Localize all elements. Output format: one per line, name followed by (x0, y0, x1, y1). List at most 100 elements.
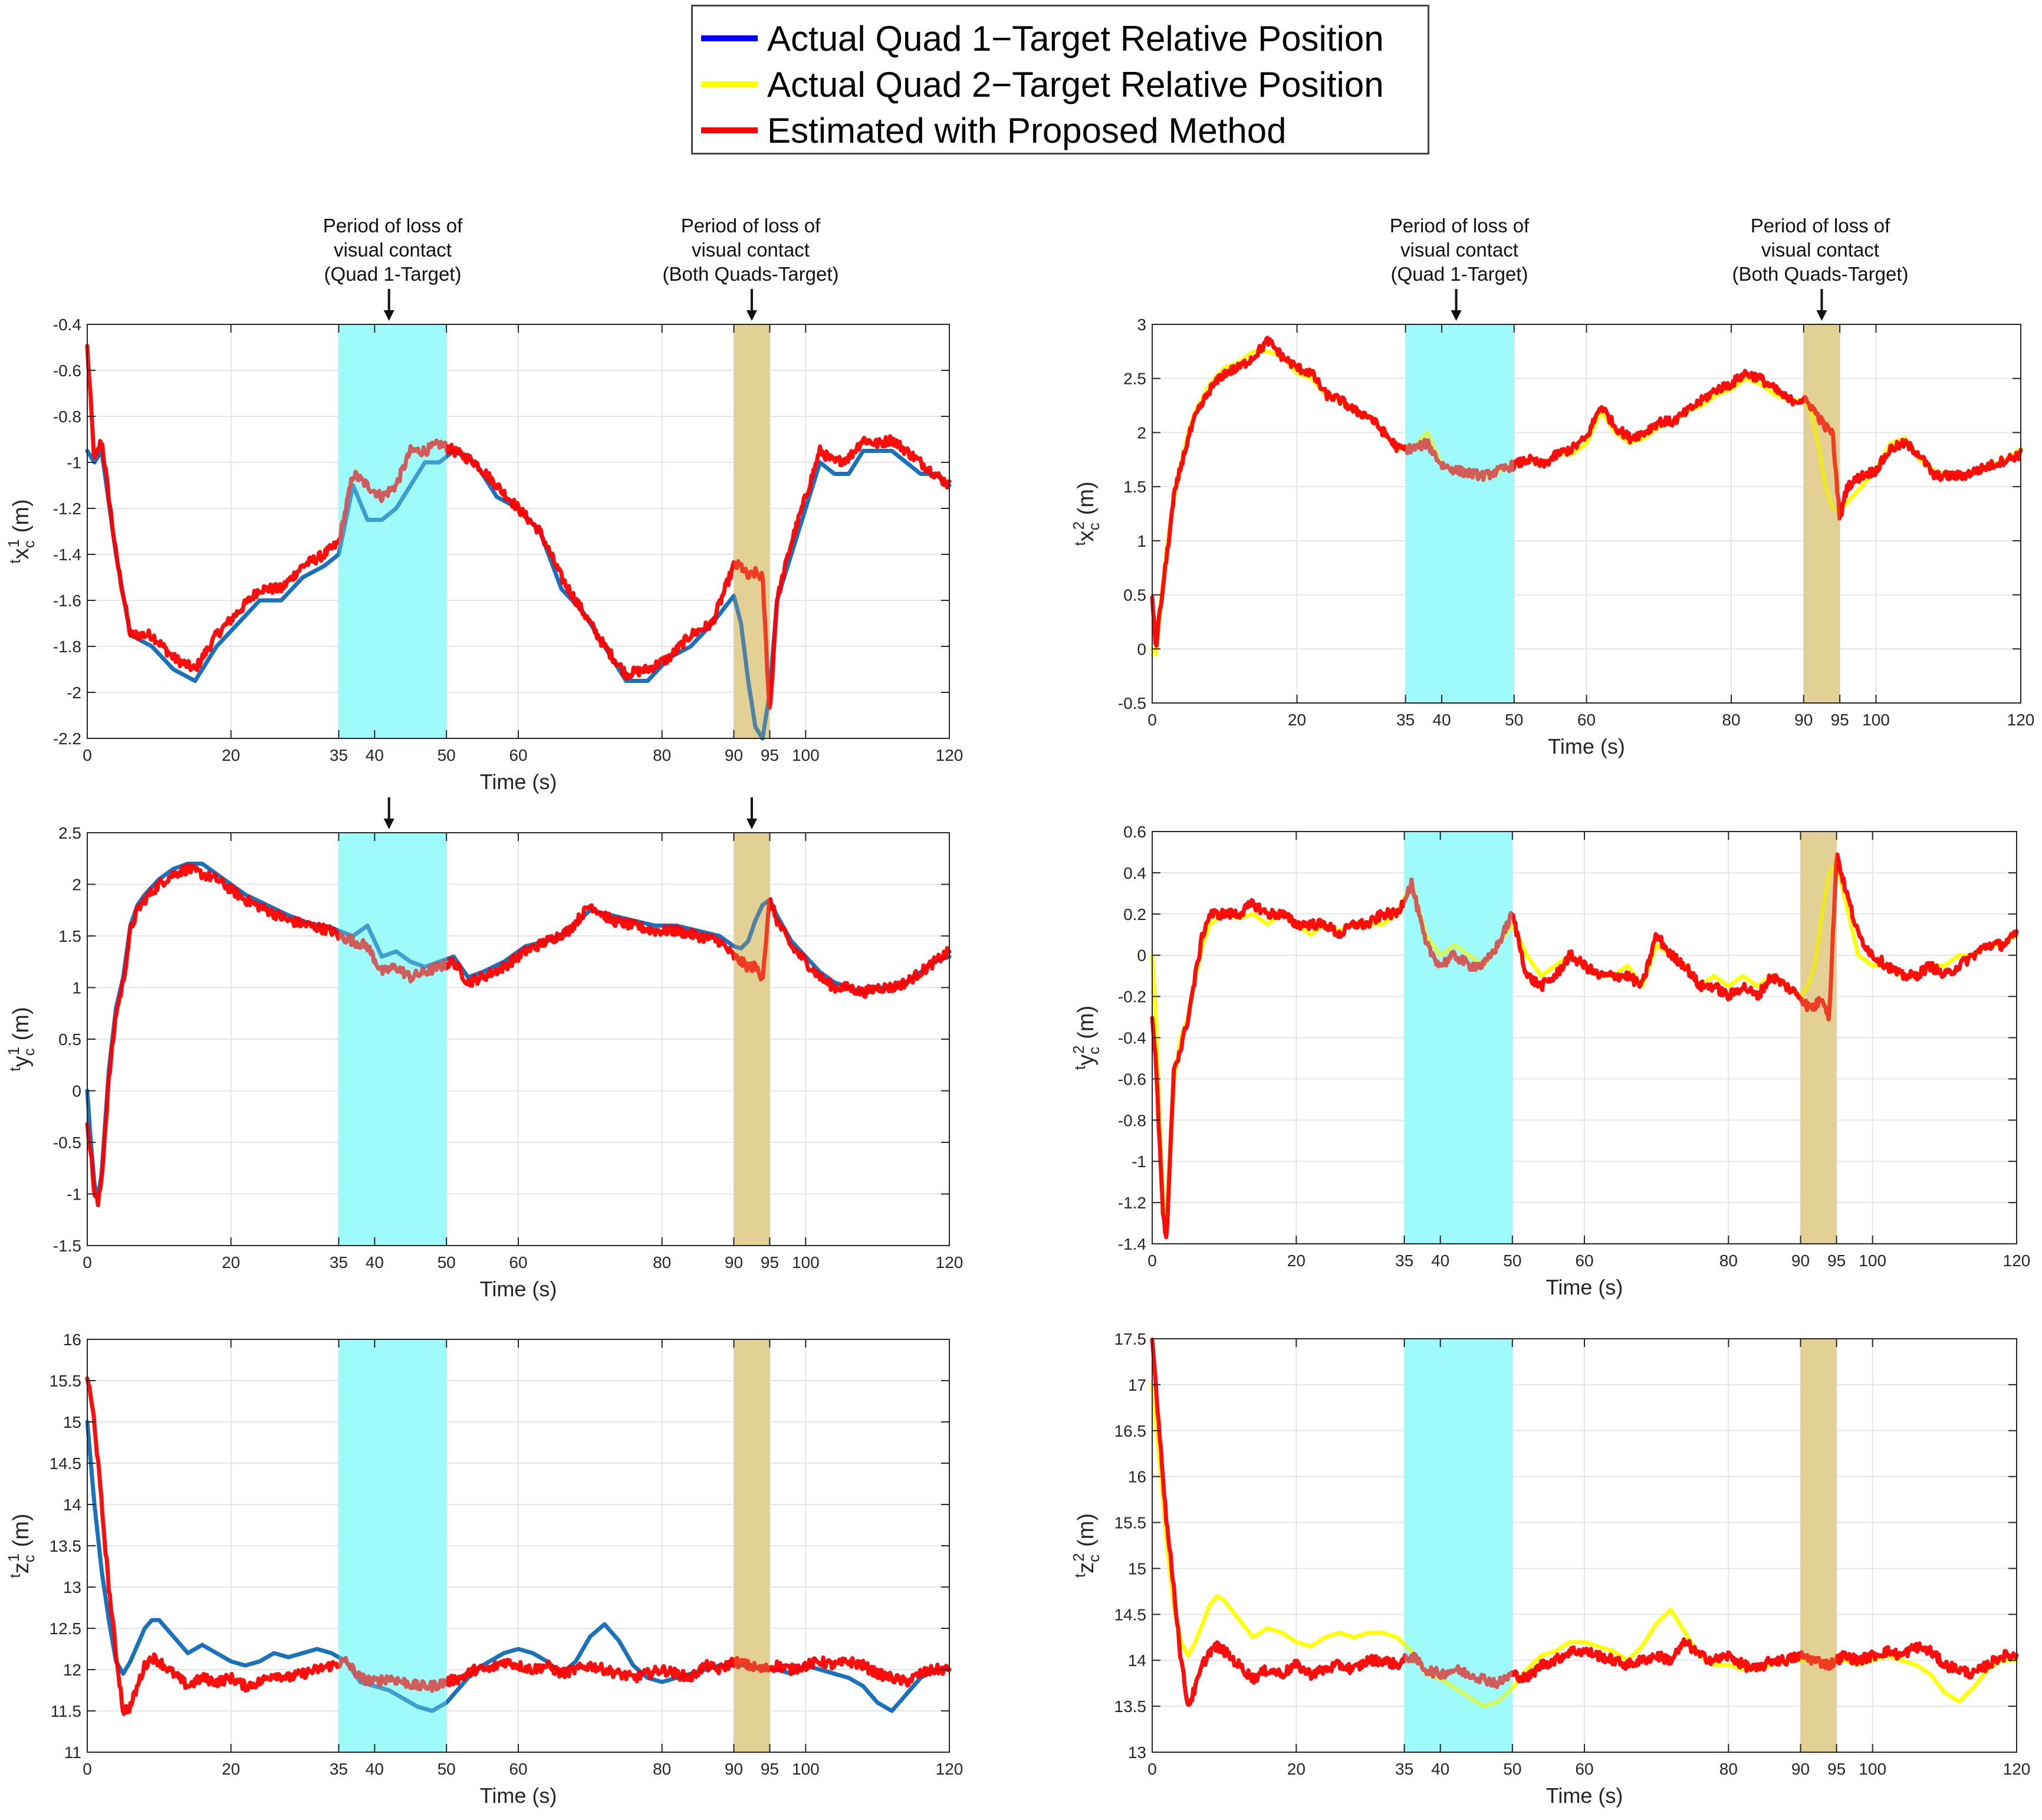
y-tick-label: 13 (63, 1578, 81, 1596)
x-tick-label: 40 (1432, 711, 1451, 729)
x-tick-label: 100 (792, 746, 820, 764)
annotation-arrow-head (383, 310, 394, 321)
y-label-sup: 1 (5, 1553, 22, 1562)
x-tick-label: 60 (509, 746, 527, 764)
y-label-prefix: t (1071, 1065, 1089, 1070)
x-tick-label: 90 (725, 746, 743, 764)
x-tick-label: 40 (366, 746, 384, 764)
subplot-3: 0 20 35 40 50 60 80 90 95 100 120 11 11.5 12 12.5 13 13.… (5, 1330, 963, 1808)
x-tick-label: 120 (936, 1760, 964, 1778)
y-label-var: x (1074, 530, 1099, 541)
y-label-prefix: t (1071, 541, 1089, 546)
annotation-line: (Quad 1-Target) (324, 263, 462, 285)
y-tick-label: -2 (67, 684, 81, 702)
loss-band-both (734, 833, 770, 1246)
legend-item-actual-quad1: Actual Quad 1−Target Relative Position (701, 16, 1384, 61)
annotation-loss-quad1-right: Period of loss of visual contact (Quad 1… (1336, 213, 1583, 286)
loss-band-overlay (734, 324, 770, 738)
y-tick-label: 0.5 (1123, 586, 1146, 605)
series-line-estimated (85, 1376, 952, 1716)
y-tick-label: 15 (1128, 1559, 1146, 1578)
x-tick-label: 40 (366, 1760, 384, 1778)
y-label-unit: (m) (9, 1513, 34, 1553)
loss-band-both (1800, 1339, 1837, 1752)
y-tick-label: 3 (1137, 316, 1146, 334)
series-line-estimated (1150, 1337, 2019, 1707)
x-tick-label: 35 (1395, 1760, 1413, 1778)
y-label-prefix: t (6, 559, 24, 564)
x-tick-label: 90 (725, 1760, 743, 1778)
y-tick-label: -0.6 (1118, 1070, 1146, 1088)
y-tick-label: 12 (63, 1661, 81, 1679)
y-label-sup: 1 (5, 539, 22, 547)
annotation-line: visual contact (1761, 239, 1879, 261)
y-label-sub: c (20, 1048, 38, 1056)
y-tick-label: 14 (1128, 1651, 1146, 1670)
y-tick-label: 12.5 (50, 1619, 82, 1638)
x-tick-label: 80 (653, 746, 671, 764)
x-tick-label: 60 (1575, 1760, 1593, 1778)
x-tick-label: 100 (792, 1760, 820, 1778)
loss-band-quad1 (338, 324, 447, 738)
x-tick-label: 35 (1396, 711, 1415, 729)
y-tick-label: 0 (72, 1082, 81, 1100)
y-tick-label: 11 (64, 1743, 81, 1762)
subplot-1: 0 20 35 40 50 60 80 90 95 100 120 -2.2 -2 -1.8 -1.6 -1.… (5, 316, 963, 794)
y-tick-label: 16 (63, 1330, 81, 1349)
y-label-sup: 1 (5, 1047, 22, 1055)
legend-swatch-quad2 (701, 81, 758, 87)
x-tick-label: 120 (2003, 1251, 2031, 1270)
y-tick-label: 13 (1128, 1743, 1146, 1762)
y-tick-label: -2.2 (53, 730, 81, 748)
y-tick-label: 0 (1137, 947, 1146, 965)
x-tick-label: 40 (1431, 1251, 1449, 1270)
y-label-unit: (m) (9, 1007, 34, 1047)
x-tick-label: 40 (366, 1253, 384, 1272)
x-tick-label: 0 (83, 746, 92, 764)
y-label-sub: c (1085, 1047, 1103, 1054)
y-label-var: y (9, 1056, 34, 1067)
x-tick-label: 100 (1859, 1760, 1886, 1778)
loss-band-overlay (1404, 832, 1512, 1244)
annotation-arrow-head (1816, 310, 1827, 321)
y-label-unit: (m) (9, 499, 34, 539)
x-tick-label: 0 (83, 1253, 92, 1272)
y-tick-label: -1.4 (1118, 1235, 1146, 1253)
y-label-unit: (m) (1074, 481, 1099, 521)
y-tick-label: 2 (72, 876, 81, 894)
x-tick-label: 0 (1147, 1251, 1157, 1270)
x-tick-label: 0 (83, 1760, 92, 1778)
y-label-sub: c (20, 540, 38, 548)
x-tick-label: 50 (1503, 1760, 1521, 1778)
x-tick-label: 20 (1288, 711, 1306, 729)
y-tick-label: -0.2 (1118, 988, 1146, 1006)
series-line-estimated (1150, 336, 2023, 648)
loss-band-quad1 (338, 833, 447, 1246)
series-line-estimated (1150, 852, 2019, 1240)
legend-swatch-estimated (701, 127, 758, 133)
legend-item-actual-quad2: Actual Quad 2−Target Relative Position (701, 62, 1384, 107)
y-tick-label: -1 (67, 454, 81, 472)
x-tick-label: 95 (1831, 711, 1849, 729)
y-tick-label: 17.5 (1114, 1330, 1147, 1348)
loss-band-both (734, 324, 770, 738)
annotation-arrow-head (746, 310, 757, 321)
x-tick-label: 80 (1722, 711, 1740, 729)
legend-item-estimated: Estimated with Proposed Method (701, 108, 1286, 153)
x-tick-label: 20 (1287, 1760, 1306, 1778)
annotation-line: Period of loss of (1750, 215, 1890, 236)
x-tick-label: 95 (761, 1760, 779, 1778)
y-tick-label: 0.4 (1123, 864, 1146, 882)
y-tick-label: 2.5 (1123, 370, 1146, 388)
x-axis-label: Time (s) (1546, 1275, 1623, 1299)
loss-band-overlay (1405, 324, 1514, 703)
legend-label-quad2: Actual Quad 2−Target Relative Position (767, 64, 1384, 104)
y-axis-label: tzc1 (m) (5, 1513, 38, 1578)
x-axis-label: Time (s) (480, 770, 557, 794)
y-tick-label: -0.4 (1118, 1029, 1146, 1047)
x-tick-label: 90 (725, 1253, 743, 1272)
x-tick-label: 95 (1827, 1760, 1846, 1778)
y-label-var: y (1074, 1054, 1099, 1066)
x-tick-label: 120 (2003, 1760, 2031, 1778)
annotation-loss-both-right: Period of loss of visual contact (Both Q… (1696, 213, 1944, 286)
